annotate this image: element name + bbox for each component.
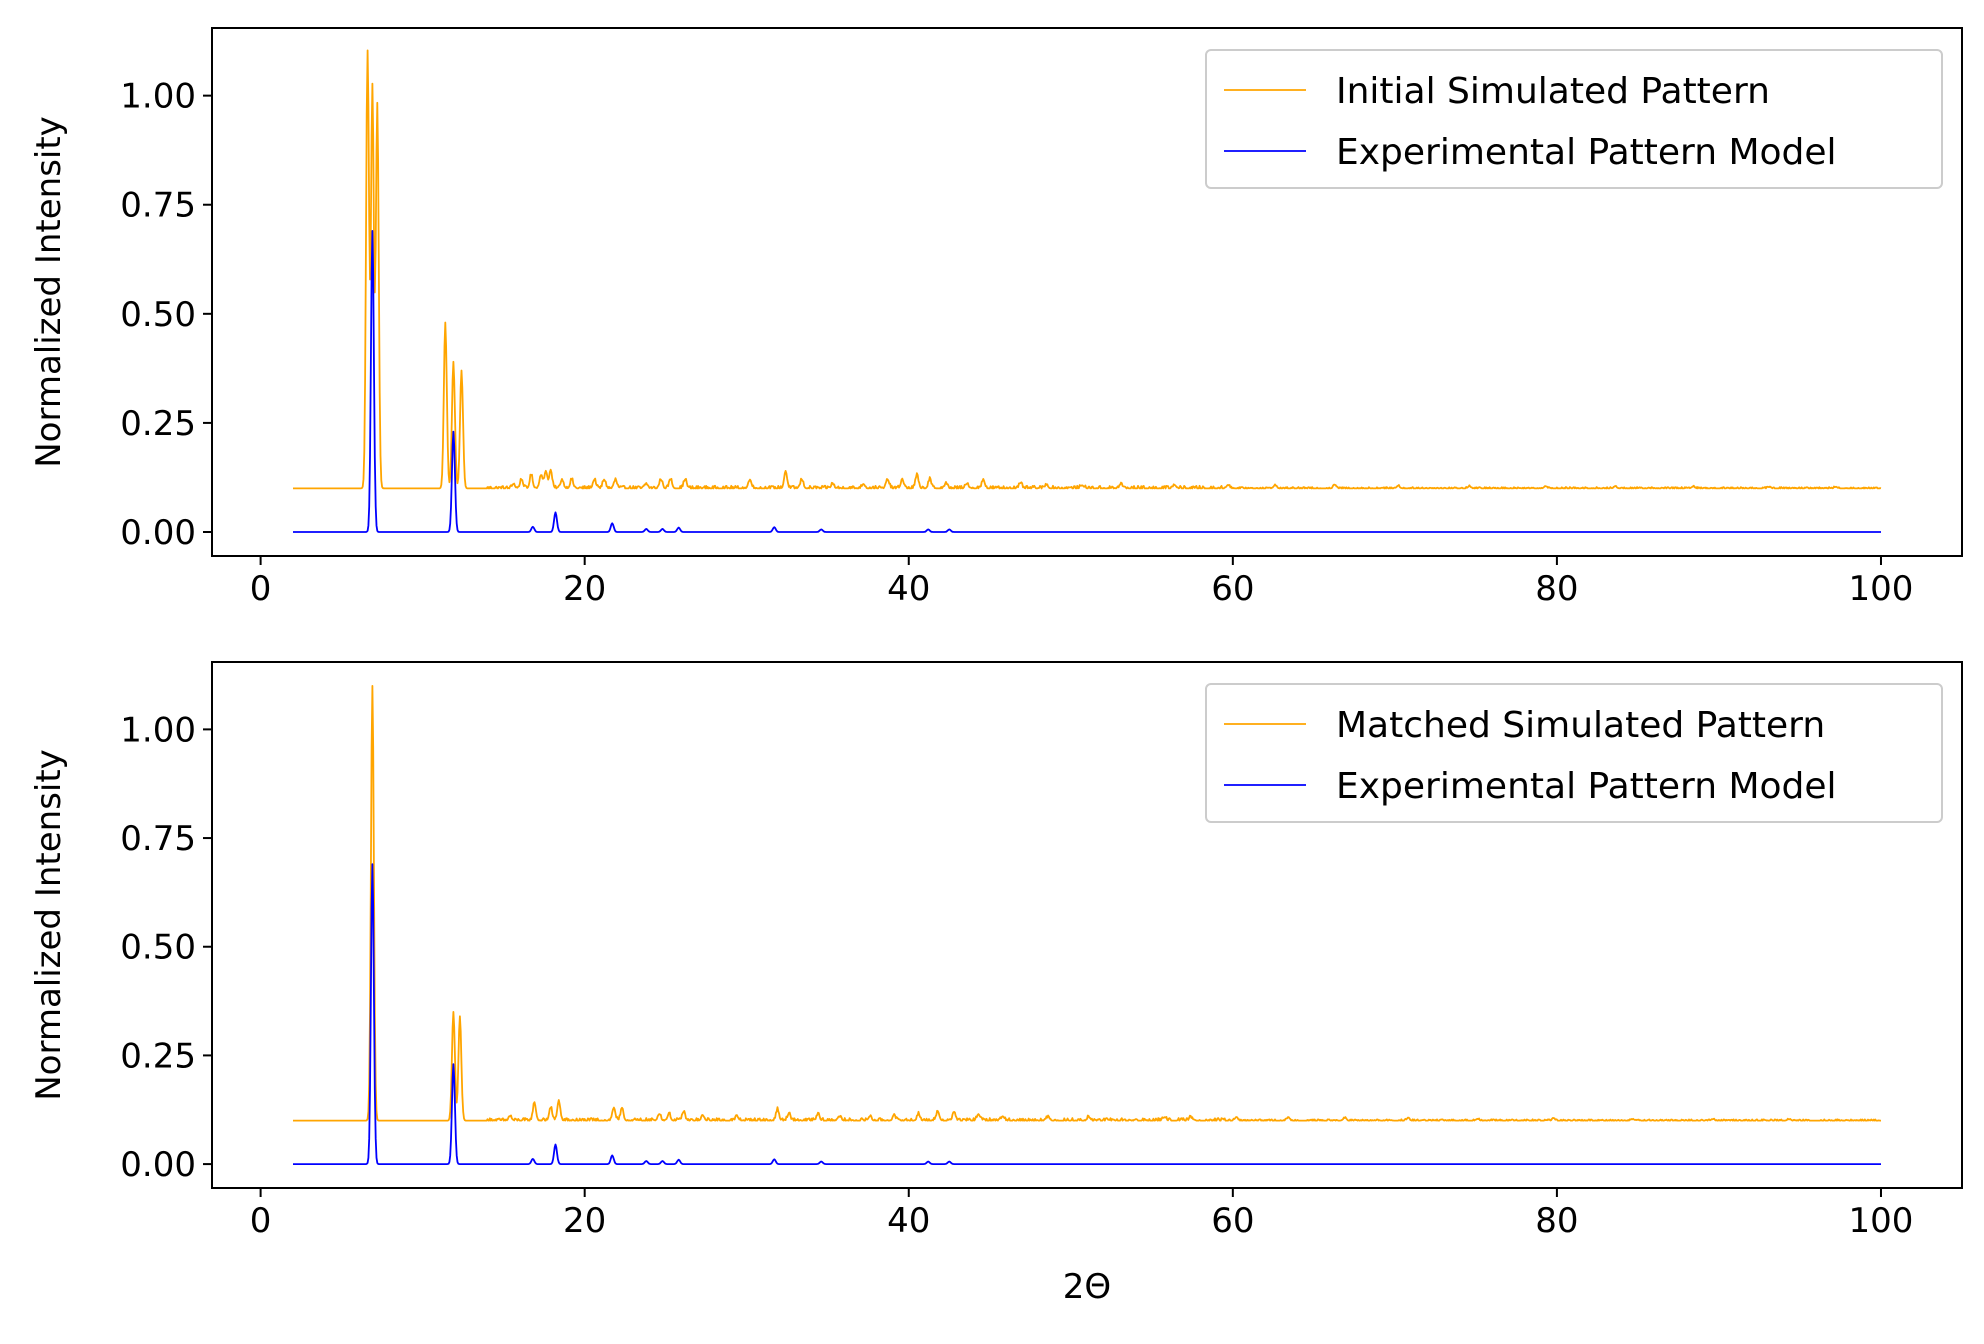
- y-tick-label: 0.00: [120, 513, 196, 553]
- y-axis-label: Normalized Intensity: [29, 749, 69, 1101]
- y-axis-label: Normalized Intensity: [29, 116, 69, 468]
- x-tick-label: 0: [250, 1201, 272, 1241]
- y-tick-label: 0.50: [120, 928, 196, 968]
- series-line-simulated: [292, 685, 1882, 1122]
- x-axis-label: 2Θ: [1063, 1267, 1111, 1307]
- x-tick-label: 40: [887, 1201, 930, 1241]
- legend: Initial Simulated Pattern Experimental Pa…: [1205, 49, 1943, 189]
- legend-label: Experimental Pattern Model: [1336, 766, 1837, 807]
- bottom-panel: 0 20 40 60 80 100 0.00 0.25 0.50 0.75 1.00 Normaliz…: [29, 661, 1963, 1307]
- x-tick-label: 0: [250, 569, 272, 609]
- y-tick-label: 0.50: [120, 295, 196, 335]
- y-tick-label: 1.00: [120, 77, 196, 117]
- x-tick-label: 80: [1535, 1201, 1578, 1241]
- y-tick-label: 0.25: [120, 404, 196, 444]
- top-panel: 0 20 40 60 80 100 0.00 0.25 0.50 0.75 1.00 Normaliz…: [29, 27, 1963, 609]
- x-tick-label: 40: [887, 569, 930, 609]
- y-tick-label: 0.75: [120, 819, 196, 859]
- x-tick-label: 80: [1535, 569, 1578, 609]
- legend-label: Matched Simulated Pattern: [1336, 705, 1825, 746]
- series-line-simulated: [292, 49, 1882, 490]
- plot-frame: [211, 27, 1963, 557]
- y-tick-label: 0.75: [120, 186, 196, 226]
- y-tick-label: 1.00: [120, 710, 196, 750]
- x-tick-label: 20: [563, 1201, 606, 1241]
- y-tick-label: 0.00: [120, 1145, 196, 1185]
- legend-box: [1205, 49, 1943, 189]
- plot-frame: [211, 661, 1963, 1189]
- x-tick-label: 60: [1211, 569, 1254, 609]
- legend-label: Initial Simulated Pattern: [1336, 71, 1770, 112]
- legend: Matched Simulated Pattern Experimental Pa…: [1205, 683, 1943, 823]
- x-tick-label: 100: [1849, 1201, 1914, 1241]
- series-line-experimental: [292, 229, 1882, 533]
- x-tick-label: 20: [563, 569, 606, 609]
- y-tick-label: 0.25: [120, 1036, 196, 1076]
- legend-label: Experimental Pattern Model: [1336, 132, 1837, 173]
- x-tick-label: 60: [1211, 1201, 1254, 1241]
- legend-box: [1205, 683, 1943, 823]
- series-line-experimental: [292, 863, 1882, 1165]
- x-tick-label: 100: [1849, 569, 1914, 609]
